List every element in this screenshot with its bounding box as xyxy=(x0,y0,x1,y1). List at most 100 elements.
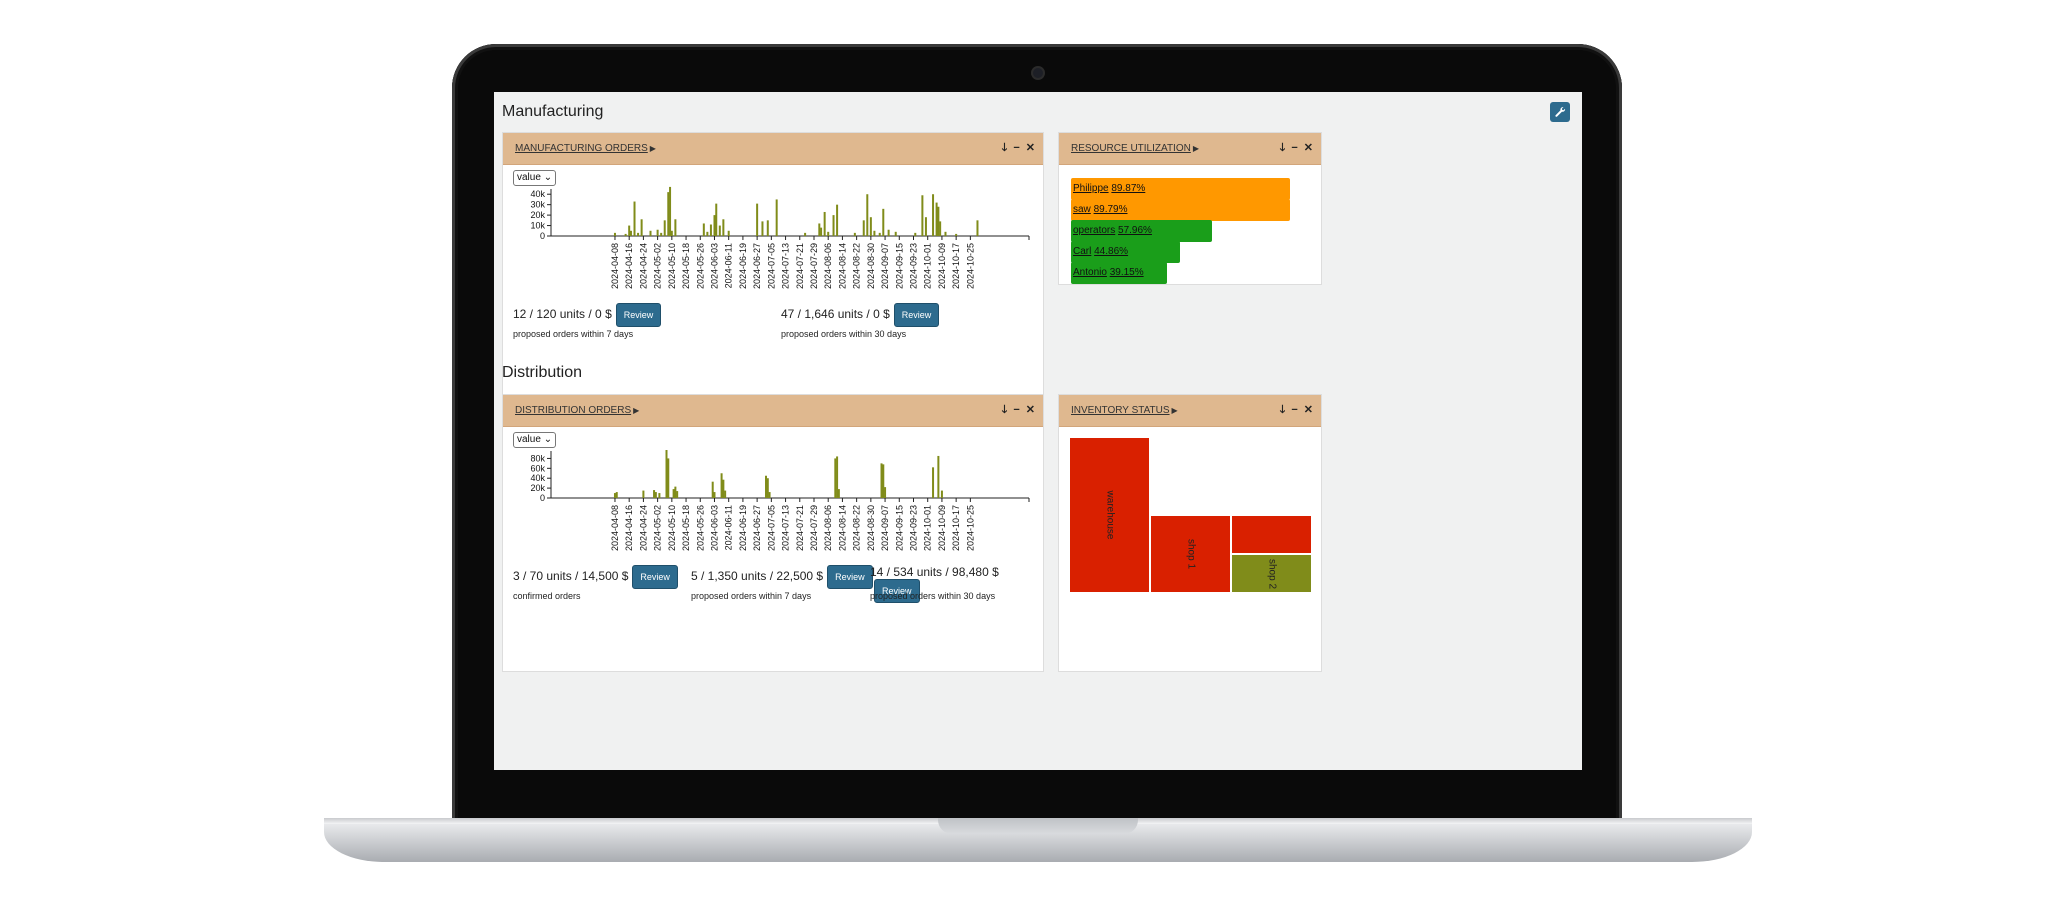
bar[interactable] xyxy=(836,456,839,498)
bar[interactable] xyxy=(642,490,645,498)
bar[interactable] xyxy=(656,229,659,236)
bar[interactable] xyxy=(766,220,769,236)
bar[interactable] xyxy=(761,221,764,236)
bar[interactable] xyxy=(804,232,807,236)
bar[interactable] xyxy=(882,208,885,236)
bar[interactable] xyxy=(884,487,887,498)
bar[interactable] xyxy=(937,206,940,236)
review-button[interactable]: Review xyxy=(827,565,873,589)
resource-name[interactable]: Philippe xyxy=(1073,183,1109,194)
measure-select[interactable]: value ⌄ xyxy=(513,170,557,186)
distribution-orders-link[interactable]: DISTRIBUTION ORDERS ▶ xyxy=(515,405,639,416)
resource-pct[interactable]: 44.86% xyxy=(1094,246,1129,257)
bar[interactable] xyxy=(932,467,935,498)
bar[interactable] xyxy=(832,215,835,236)
bar[interactable] xyxy=(709,224,712,236)
bar[interactable] xyxy=(628,225,631,236)
close-icon[interactable]: ✕ xyxy=(1303,404,1313,416)
bar[interactable] xyxy=(658,493,661,498)
bar[interactable] xyxy=(613,232,616,236)
bar[interactable] xyxy=(653,490,656,498)
resource-pct[interactable]: 89.79% xyxy=(1093,204,1128,215)
bar[interactable] xyxy=(667,192,670,236)
resource-pct[interactable]: 57.96% xyxy=(1118,225,1152,236)
resource-name[interactable]: operators xyxy=(1073,225,1116,236)
bar[interactable] xyxy=(670,230,673,236)
bar[interactable] xyxy=(722,219,725,236)
bar[interactable] xyxy=(944,231,947,236)
bar[interactable] xyxy=(834,458,837,498)
minimize-icon[interactable]: − xyxy=(1291,404,1298,416)
minimize-icon[interactable]: − xyxy=(1013,142,1020,154)
resource-name[interactable]: saw xyxy=(1073,204,1091,215)
bar[interactable] xyxy=(637,232,640,236)
bar[interactable] xyxy=(665,450,668,498)
bar[interactable] xyxy=(663,220,666,236)
bar[interactable] xyxy=(629,230,632,236)
bar[interactable] xyxy=(940,490,943,498)
manufacturing-orders-link[interactable]: MANUFACTURING ORDERS ▶ xyxy=(515,143,656,154)
arrow-down-icon[interactable]: 🡓 xyxy=(1279,142,1286,154)
bar[interactable] xyxy=(939,221,942,236)
bar[interactable] xyxy=(887,229,890,236)
resource-pct[interactable]: 89.87% xyxy=(1111,183,1146,194)
close-icon[interactable]: ✕ xyxy=(1303,142,1313,154)
close-icon[interactable]: ✕ xyxy=(1025,404,1035,416)
bar[interactable] xyxy=(667,458,670,498)
treemap-cell-shop-1[interactable]: shop 1 xyxy=(1150,515,1231,593)
bar[interactable] xyxy=(660,232,663,236)
bar[interactable] xyxy=(955,233,958,236)
bar[interactable] xyxy=(932,194,935,236)
treemap-cell-shop-2[interactable]: shop 2 xyxy=(1231,554,1312,593)
bar[interactable] xyxy=(935,202,938,236)
resource-bar[interactable]: Philippe 89.87% xyxy=(1071,178,1291,200)
arrow-down-icon[interactable]: 🡓 xyxy=(1001,404,1008,416)
bar[interactable] xyxy=(649,230,652,236)
resource-name[interactable]: Antonio xyxy=(1073,267,1107,278)
bar[interactable] xyxy=(880,463,883,498)
bar[interactable] xyxy=(823,211,826,236)
bar[interactable] xyxy=(713,492,716,498)
bar[interactable] xyxy=(873,230,876,236)
treemap-cell-warehouse[interactable]: warehouse xyxy=(1069,437,1150,593)
bar[interactable] xyxy=(706,231,709,236)
bar[interactable] xyxy=(727,230,730,236)
bar[interactable] xyxy=(878,232,881,236)
resource-bar[interactable]: Carl 44.86% xyxy=(1071,241,1181,263)
bar[interactable] xyxy=(713,215,716,236)
bar[interactable] xyxy=(766,478,769,498)
bar[interactable] xyxy=(722,479,725,498)
bar[interactable] xyxy=(914,232,917,236)
bar[interactable] xyxy=(921,195,924,236)
inventory-status-link[interactable]: INVENTORY STATUS ▶ xyxy=(1071,405,1178,416)
wrench-icon[interactable] xyxy=(1550,102,1570,122)
bar[interactable] xyxy=(765,475,768,498)
bar[interactable] xyxy=(853,232,856,236)
resource-bar[interactable]: operators 57.96% xyxy=(1071,220,1213,242)
bar[interactable] xyxy=(674,219,677,236)
measure-select[interactable]: value ⌄ xyxy=(513,432,557,448)
bar[interactable] xyxy=(775,199,778,236)
bar[interactable] xyxy=(633,201,636,236)
resource-name[interactable]: Carl xyxy=(1073,246,1092,257)
bar[interactable] xyxy=(715,203,718,236)
bar[interactable] xyxy=(702,223,705,236)
bar[interactable] xyxy=(756,203,759,236)
bar[interactable] xyxy=(624,233,627,236)
bar[interactable] xyxy=(718,225,721,236)
minimize-icon[interactable]: − xyxy=(1013,404,1020,416)
bar[interactable] xyxy=(894,231,897,236)
bar[interactable] xyxy=(818,223,821,236)
bar[interactable] xyxy=(654,492,657,498)
bar[interactable] xyxy=(937,455,940,498)
bar[interactable] xyxy=(720,473,723,498)
bar[interactable] xyxy=(820,227,823,236)
arrow-down-icon[interactable]: 🡓 xyxy=(1279,404,1286,416)
bar[interactable] xyxy=(640,219,643,236)
bar[interactable] xyxy=(674,486,677,498)
bar[interactable] xyxy=(866,194,869,236)
treemap-cell-shop-2-red[interactable] xyxy=(1231,515,1312,554)
close-icon[interactable]: ✕ xyxy=(1025,142,1035,154)
bar[interactable] xyxy=(613,493,616,498)
bar[interactable] xyxy=(836,204,839,236)
